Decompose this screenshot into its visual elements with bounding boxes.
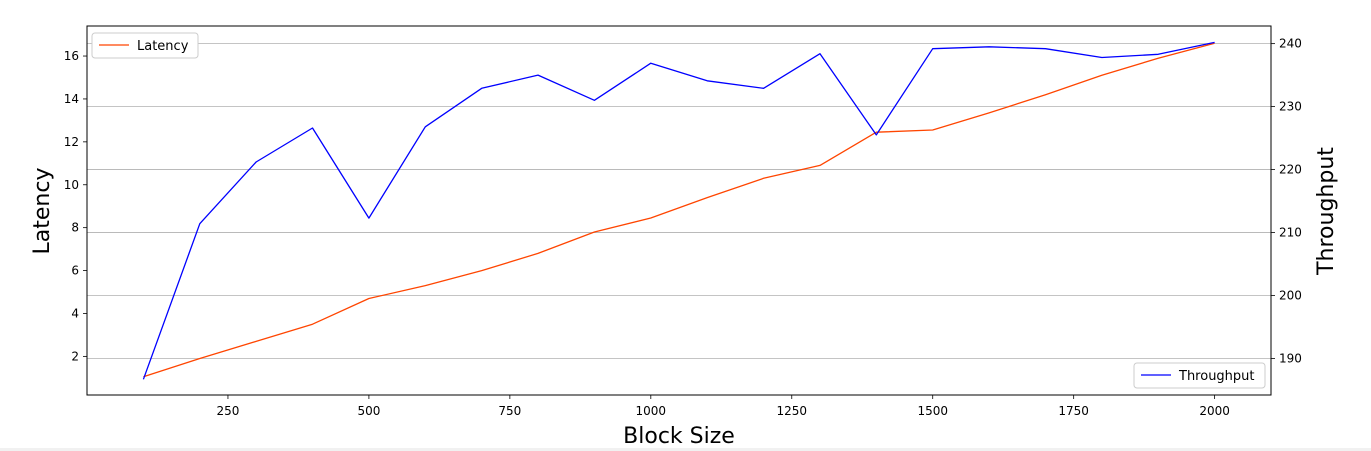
x-tick-label: 250 [216,404,239,418]
x-axis-ticks: 250 500 750 1000 1250 1500 1750 2000 [216,395,1230,418]
left-y-axis-title: Latency [30,168,55,255]
left-y-tick-label: 14 [64,92,79,106]
latency-legend-box [91,32,199,59]
throughput-legend: Throughput [1133,362,1266,389]
x-tick-label: 500 [357,404,380,418]
right-y-tick-label: 190 [1279,351,1302,365]
latency-legend: Latency [91,32,199,59]
left-y-tick-label: 16 [64,49,79,63]
throughput-legend-box [1133,362,1266,389]
left-y-axis-ticks: 2 4 6 8 10 12 14 16 [64,49,87,363]
right-y-axis-ticks: 190 200 210 220 230 240 [1271,37,1302,365]
x-tick-label: 1000 [636,404,667,418]
grid-lines [87,43,1271,359]
right-y-axis-title: Throughput [1314,147,1339,276]
left-y-tick-label: 8 [71,221,79,235]
left-y-tick-label: 4 [71,306,79,320]
bottom-edge-strip [0,448,1371,451]
x-tick-label: 750 [498,404,521,418]
left-y-tick-label: 2 [71,349,79,363]
left-y-tick-label: 12 [64,135,79,149]
latency-series-line [143,42,1215,378]
right-y-tick-label: 220 [1279,163,1302,177]
x-tick-label: 1250 [776,404,807,418]
latency-legend-label: Latency [137,39,189,54]
x-axis-title: Block Size [623,424,735,449]
left-y-tick-label: 10 [64,178,79,192]
right-y-tick-label: 230 [1279,100,1302,114]
left-y-tick-label: 6 [71,264,79,278]
right-y-tick-label: 200 [1279,289,1302,303]
x-tick-label: 2000 [1199,404,1230,418]
x-tick-label: 1500 [917,404,948,418]
right-y-tick-label: 210 [1279,226,1302,240]
throughput-series-line [142,41,1215,380]
throughput-legend-label: Throughput [1178,369,1255,384]
x-tick-label: 1750 [1058,404,1089,418]
right-y-tick-label: 240 [1279,37,1302,51]
series-lines [142,41,1215,380]
plot-frame [86,25,1272,396]
